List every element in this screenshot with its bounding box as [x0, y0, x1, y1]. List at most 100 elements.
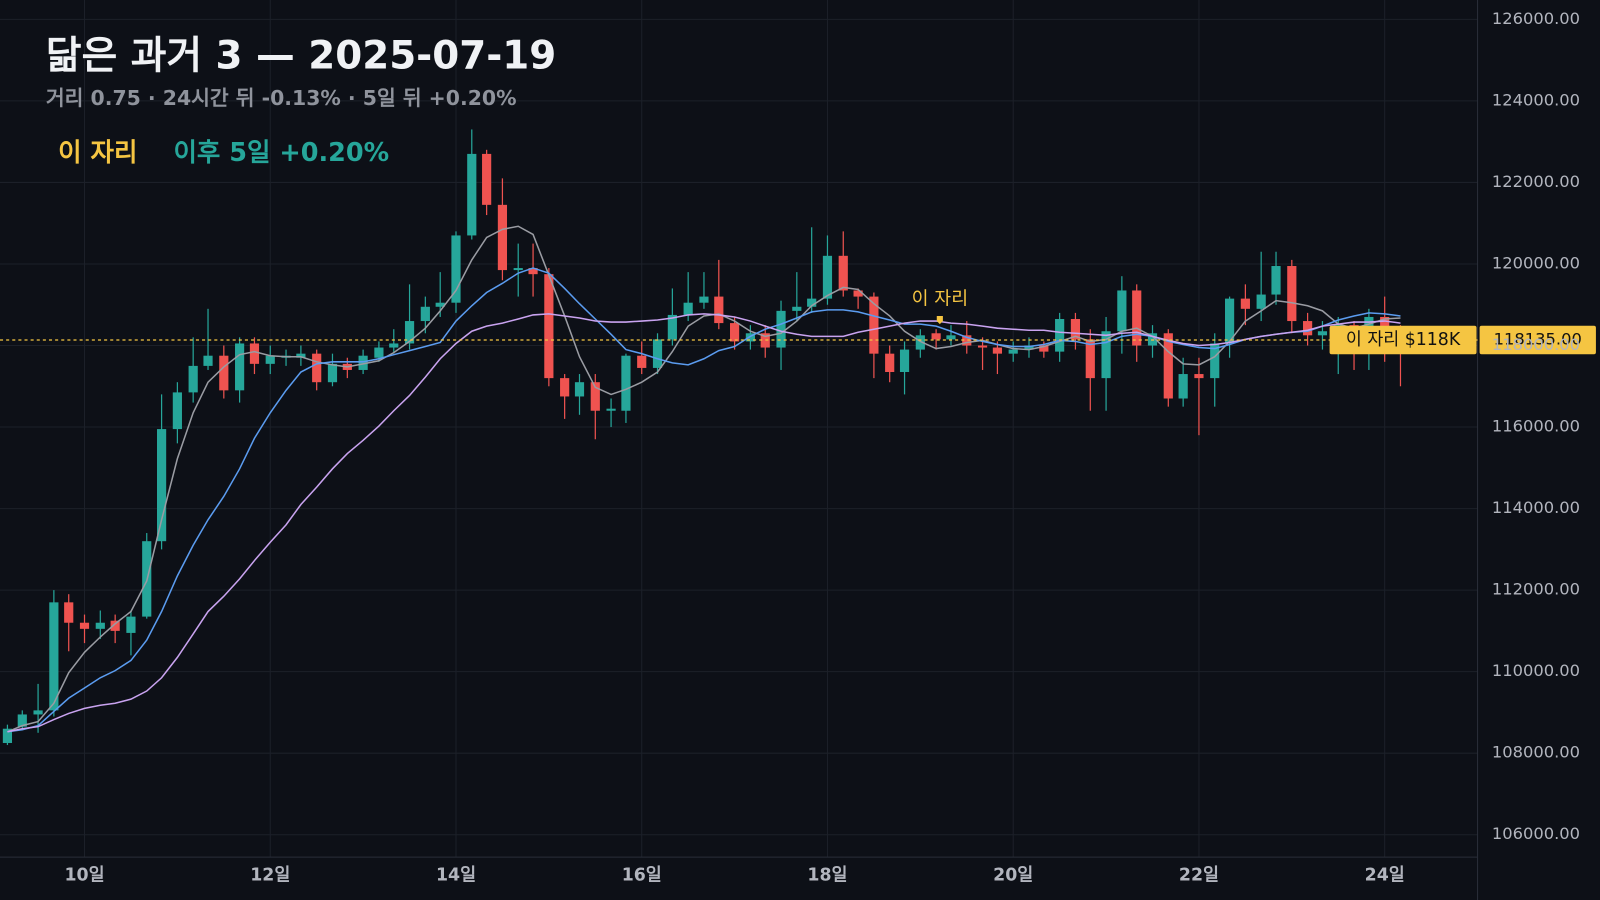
y-tick-label: 110000.00: [1492, 661, 1580, 680]
candle-body: [544, 274, 554, 379]
candle-body: [157, 429, 167, 542]
candle-body: [1178, 374, 1188, 399]
candle-body: [1287, 266, 1297, 322]
candle-body: [327, 363, 338, 383]
candle-body: [404, 321, 415, 344]
candle-body: [79, 622, 90, 629]
y-tick-label: 122000.00: [1492, 172, 1580, 191]
y-tick-label: 120000.00: [1492, 253, 1580, 272]
candle-body: [265, 355, 275, 364]
candle-body: [667, 314, 677, 340]
candle-body: [219, 355, 229, 391]
candle-body: [1210, 343, 1220, 379]
candle-body: [574, 382, 585, 397]
candle-body: [528, 268, 538, 275]
x-tick-label: 16일: [622, 866, 662, 886]
candle-body: [714, 296, 724, 324]
x-tick-label: 18일: [807, 866, 847, 886]
candle-body: [1101, 331, 1111, 379]
candle-body: [467, 153, 477, 236]
marker-tag: 이 자리 $118K: [1346, 330, 1461, 350]
moving-average-line: [7, 267, 1401, 733]
y-tick-label: 118000.00: [1492, 335, 1580, 354]
candle-body: [606, 408, 616, 411]
candle-body: [1024, 345, 1034, 350]
candle-body: [1303, 321, 1313, 336]
candle-body: [652, 339, 663, 368]
candle-body: [792, 306, 802, 311]
candle-body: [946, 335, 956, 340]
candle-body: [915, 335, 925, 350]
annotation-marker: [936, 315, 943, 325]
price-tag: 118135.00: [1494, 330, 1582, 349]
candle-body: [435, 302, 445, 307]
candle-body: [899, 349, 910, 373]
candle-body: [203, 355, 213, 366]
legend-label: 이 자리: [58, 138, 137, 168]
y-tick-label: 114000.00: [1492, 498, 1580, 517]
x-tick-label: 12일: [250, 866, 290, 886]
candle-body: [374, 347, 384, 358]
annotation-label: 이 자리: [912, 289, 969, 310]
candle-body: [683, 302, 693, 315]
x-tick-label: 22일: [1179, 866, 1219, 886]
candle-body: [2, 728, 13, 743]
candle-body: [699, 296, 709, 303]
candle-body: [1380, 316, 1390, 328]
candle-body: [869, 296, 879, 354]
candle-body: [822, 255, 833, 299]
y-tick-label: 108000.00: [1492, 743, 1580, 762]
candle-body: [126, 616, 136, 633]
y-tick-label: 126000.00: [1492, 9, 1580, 28]
chart-subtitle: 거리 0.75 · 24시간 뒤 -0.13% · 5일 뒤 +0.20%: [46, 86, 517, 110]
candle-body: [172, 392, 182, 430]
candle-body: [977, 345, 988, 348]
candle-body: [420, 306, 430, 322]
candle-body: [807, 298, 817, 307]
chart-title: 닮은 과거 3 — 2025-07-19: [46, 34, 556, 79]
candle-body: [296, 353, 306, 358]
candle-body: [1163, 333, 1173, 399]
candle-body: [838, 255, 848, 291]
candle-body: [621, 355, 631, 411]
candle-body: [188, 365, 198, 393]
candle-body: [590, 382, 600, 411]
candle-body: [853, 290, 863, 297]
candle-body: [249, 343, 260, 364]
candle-body: [358, 355, 368, 370]
candle-body: [560, 378, 570, 397]
candle-body: [637, 355, 647, 368]
legend-label: 이후 5일 +0.20%: [173, 138, 389, 168]
candle-body: [312, 353, 322, 383]
overlay-layer: 이 자리 $118K 118135.00 이 자리: [0, 289, 1596, 355]
candle-body: [1240, 298, 1250, 309]
candle-body: [17, 714, 27, 727]
y-tick-label: 124000.00: [1492, 90, 1580, 109]
marker-tag-box: [1329, 325, 1477, 355]
candle-body: [482, 153, 492, 205]
candle-body: [1085, 339, 1095, 379]
candle-body: [760, 333, 770, 348]
candle-body: [49, 602, 59, 711]
candle-body: [745, 333, 755, 342]
moving-average-line: [7, 225, 1401, 733]
candle-body: [885, 353, 895, 373]
x-tick-label: 24일: [1365, 866, 1405, 886]
candle-body: [1132, 290, 1142, 346]
candle-body: [235, 343, 245, 391]
y-tick-label: 112000.00: [1492, 580, 1580, 599]
candle-body: [64, 602, 74, 623]
candle-body: [1008, 349, 1018, 354]
x-tick-label: 14일: [436, 866, 476, 886]
candle-body: [33, 710, 43, 715]
candle-body: [730, 323, 740, 342]
candle-body: [1317, 331, 1328, 336]
candle-body: [389, 343, 399, 348]
moving-average-line: [7, 313, 1401, 733]
x-tick-label: 10일: [64, 866, 104, 886]
candle-body: [497, 204, 508, 271]
candle-body: [513, 268, 523, 271]
